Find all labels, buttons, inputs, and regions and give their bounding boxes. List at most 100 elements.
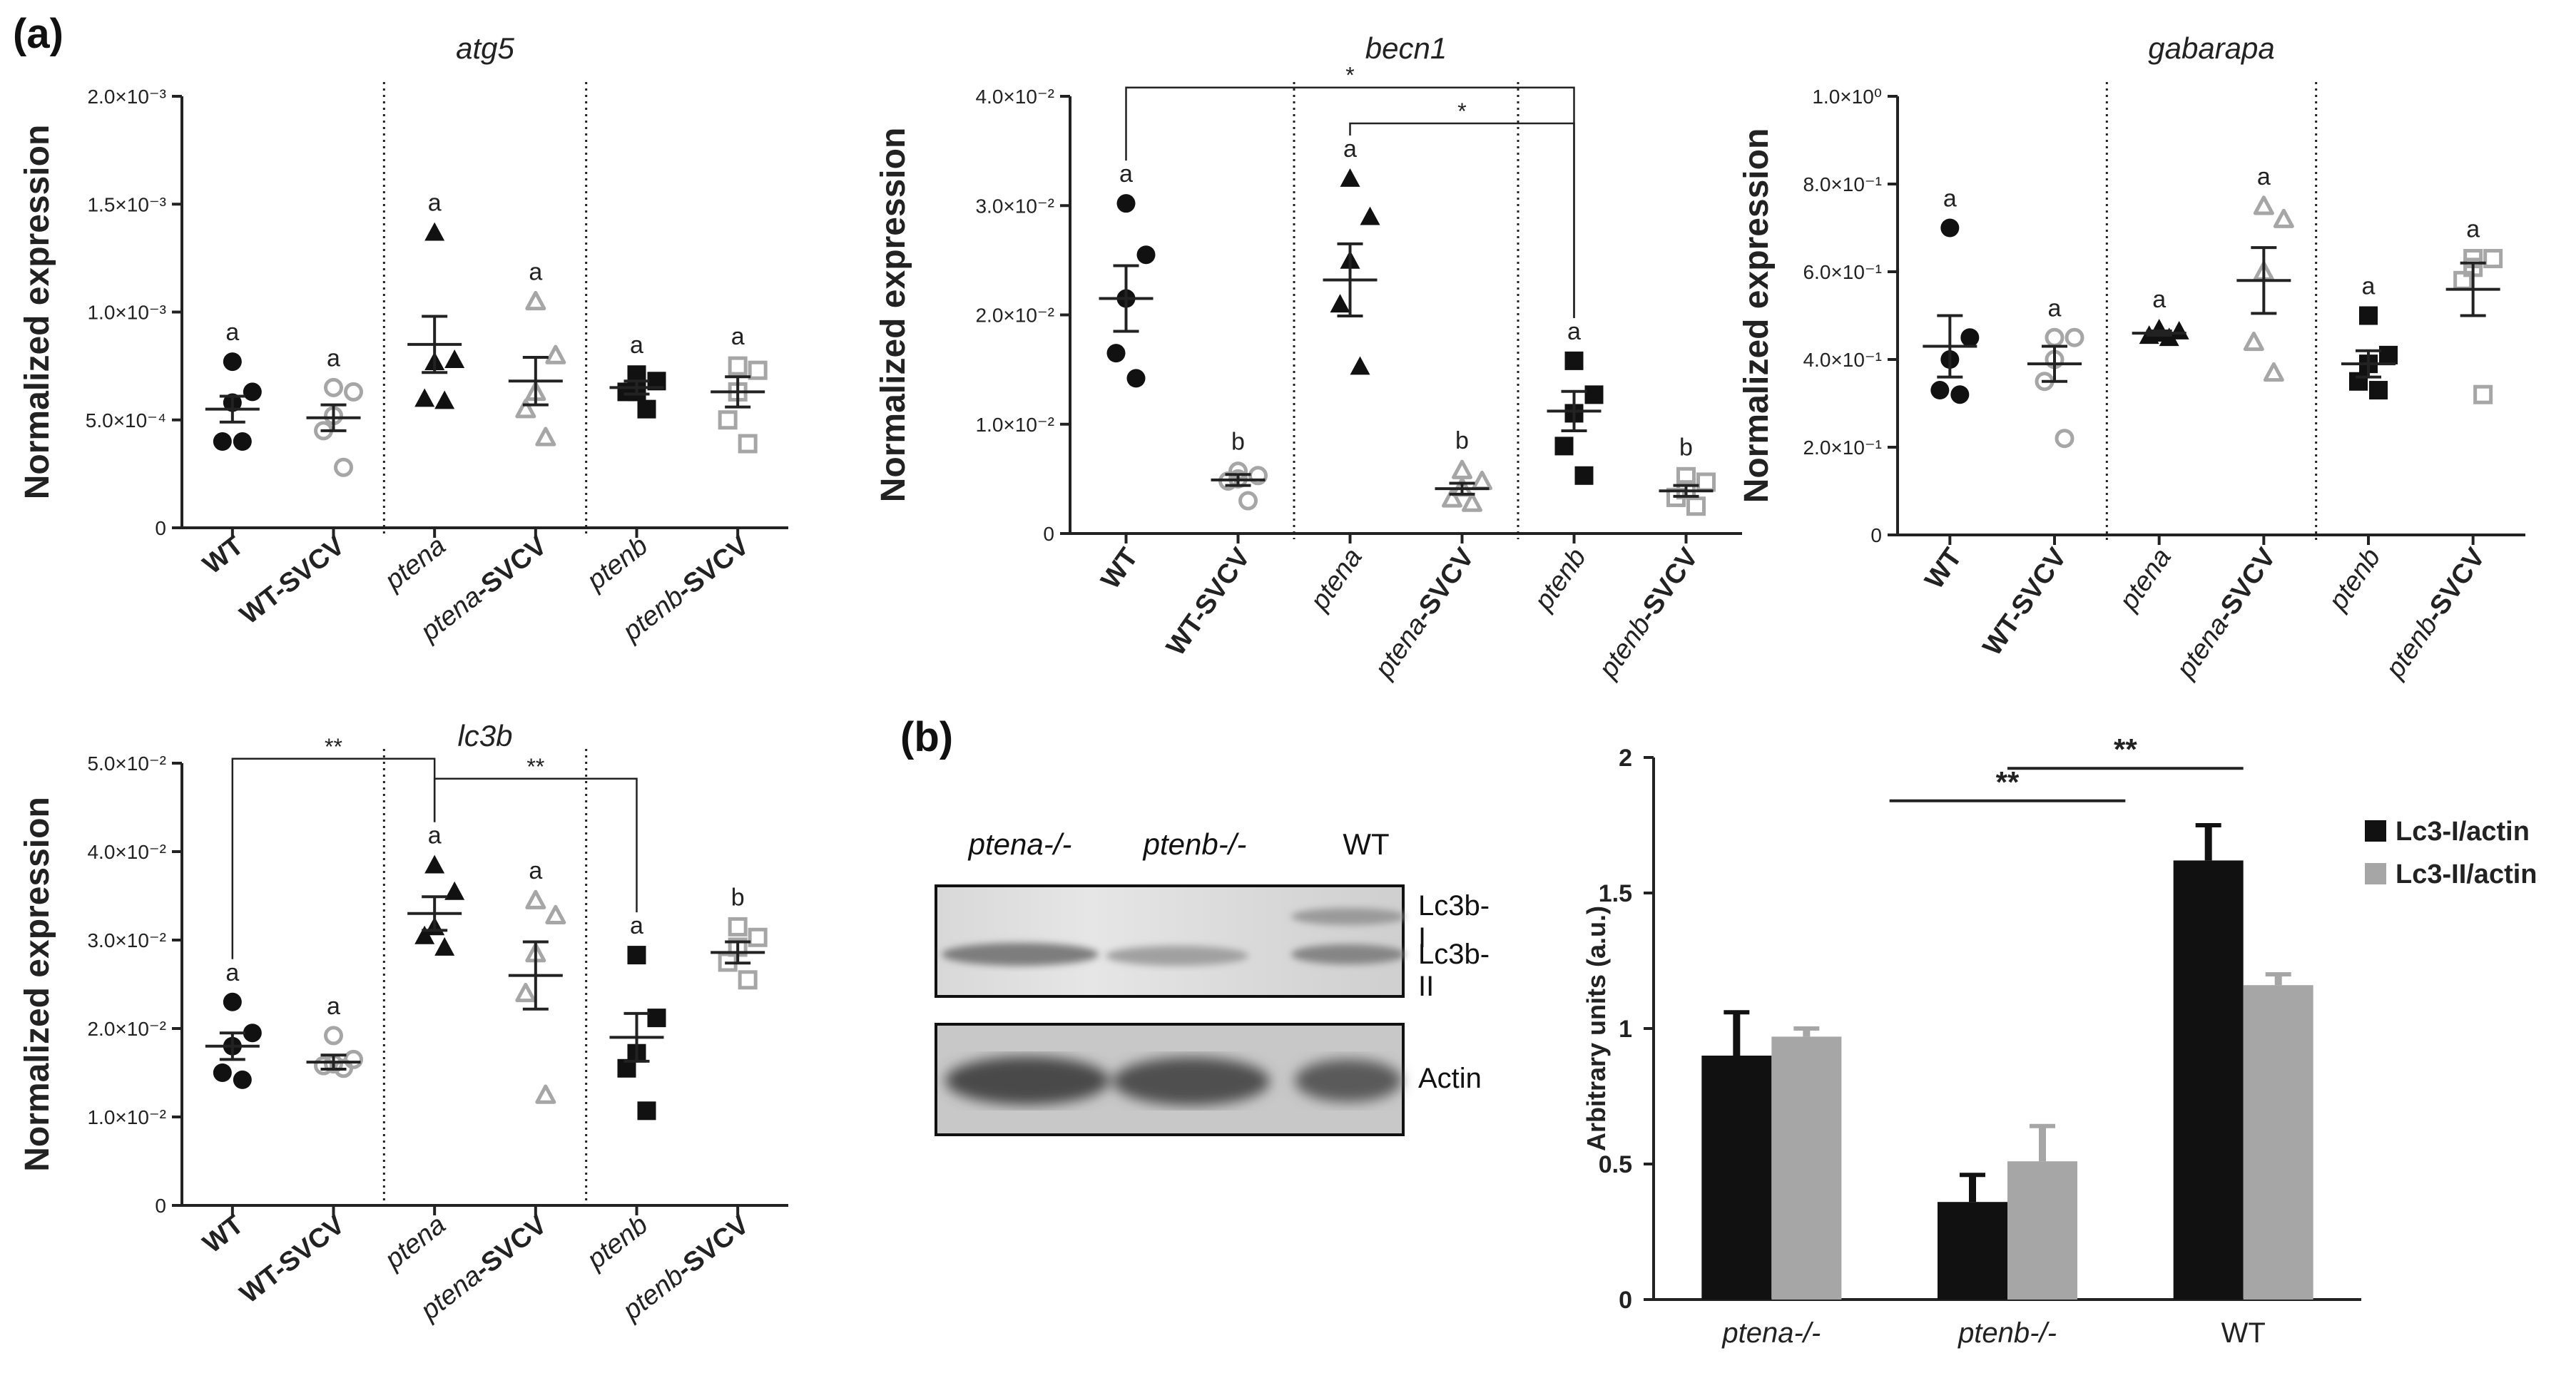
data-point [233, 432, 252, 451]
data-point [1360, 206, 1380, 225]
data-point [1940, 218, 1960, 238]
data-point [2045, 327, 2065, 347]
data-point [535, 427, 556, 446]
data-point [2273, 208, 2294, 228]
y-tick-label: 0 [1619, 1287, 1632, 1314]
y-tick-label: 1.5 [1599, 880, 1632, 907]
blot-label-lc3b-i: Lc3b-I [1418, 890, 1490, 954]
data-point [1126, 369, 1146, 388]
data-point [424, 222, 445, 241]
significance-letter: a [2362, 273, 2376, 300]
significance-letter: a [630, 332, 643, 359]
data-point [738, 434, 758, 454]
blot-column-ptenb: ptenb-/- [1143, 827, 1247, 861]
data-point [748, 927, 768, 947]
data-point [344, 382, 363, 402]
chart-lc3-actin-bars: Arbitrary units (a.u.) 0 0.5 1 1.5 2 ptena-/- p… [1582, 733, 2537, 1349]
data-point [213, 1063, 232, 1082]
panel-label-a: (a) [13, 11, 63, 57]
data-point [535, 1084, 556, 1104]
blot-label-actin: Actin [1418, 1063, 1482, 1094]
significance-letter: a [630, 912, 643, 939]
data-point [1950, 385, 1970, 404]
y-tick-label: 2.0×10⁻² [87, 1018, 166, 1040]
data-point [324, 1026, 343, 1046]
bracket-significance: * [1457, 98, 1466, 124]
data-point [414, 925, 435, 944]
data-point [334, 457, 353, 477]
data-point [1554, 437, 1574, 456]
y-axis-label: Normalized expression [875, 128, 912, 503]
significance-letter: a [1119, 160, 1133, 188]
y-tick-label: 3.0×10⁻² [87, 929, 166, 951]
x-category-label: ptenb-/- [1958, 1317, 2057, 1349]
chart-title: lc3b [457, 719, 512, 752]
y-tick-label: 0.5 [1599, 1151, 1632, 1178]
comparison-significance: ** [1996, 765, 2020, 799]
y-tick-label: 2.0×10⁻¹ [1803, 437, 1882, 459]
y-tick-label: 0 [1870, 524, 1882, 546]
x-category-label: ptena-/- [1721, 1317, 1821, 1349]
blot-column-ptena: ptena-/- [968, 827, 1072, 861]
y-tick-label: 3.0×10⁻² [975, 195, 1054, 217]
data-point [2159, 327, 2179, 347]
significance-letter: a [225, 319, 239, 346]
significance-letter: a [225, 959, 239, 986]
data-point [2379, 345, 2398, 364]
legend-swatch [2365, 863, 2386, 884]
data-point [738, 970, 758, 990]
significance-letter: a [529, 258, 542, 285]
band-ptena-actin [945, 1056, 1109, 1105]
y-axis-label: Normalized expression [19, 125, 56, 500]
data-point [2243, 331, 2264, 352]
significance-letter: a [529, 857, 542, 884]
x-tick-label: ptenb [1528, 543, 1592, 616]
blot-column-wt: WT [1343, 827, 1390, 861]
y-tick-label: 1 [1619, 1016, 1632, 1043]
data-point [314, 1056, 333, 1076]
data-point [1472, 470, 1492, 491]
y-tick-label: 5.0×10⁻⁴ [86, 409, 166, 432]
x-tick-label: ptena [2114, 543, 2178, 616]
data-point [1574, 466, 1594, 485]
y-tick-label: 0 [155, 1195, 166, 1217]
data-point [545, 344, 566, 364]
significance-letter: a [327, 344, 340, 372]
significance-letter: a [2048, 295, 2062, 322]
data-point [2359, 306, 2378, 325]
band-wt-lc3b-i [1291, 908, 1405, 925]
chart-atg5: atg5 Normalized expression 0 5.0×10⁻⁴ 1.0×10… [19, 31, 788, 648]
y-tick-label: 4.0×10⁻² [87, 841, 166, 863]
data-point [2055, 429, 2074, 449]
comparison-bracket [1349, 122, 1575, 318]
y-axis-label: Normalized expression [19, 797, 56, 1172]
x-tick-label: WT-SVCV [235, 1210, 351, 1310]
data-point [233, 1070, 252, 1089]
data-point [1340, 168, 1360, 187]
data-point [525, 290, 546, 311]
data-point [2349, 372, 2368, 391]
legend-label: Lc3-II/actin [2396, 859, 2537, 889]
data-point [1238, 491, 1258, 511]
data-point [434, 936, 455, 956]
x-tick-label: ptena-SVCV [1369, 543, 1481, 684]
y-tick-label: 0 [155, 517, 166, 539]
comparison-significance: ** [2114, 733, 2137, 766]
x-tick-label: WT [198, 1210, 249, 1259]
bar-Lc3-I/actin [1938, 1202, 2007, 1300]
x-tick-label: ptenb [581, 1210, 653, 1275]
significance-letter: b [731, 884, 745, 911]
significance-letter: a [327, 993, 340, 1020]
band-ptena-lc3b-ii [942, 943, 1099, 966]
data-point [1960, 328, 1980, 347]
x-tick-label: ptena-SVCV [2171, 543, 2283, 684]
chart-becn1: becn1 Normalized expression 0 1.0×10⁻² 2.0×1… [875, 31, 1742, 684]
chart-title: gabarapa [2148, 31, 2275, 65]
data-point [424, 854, 445, 874]
data-point [434, 390, 455, 409]
x-tick-label: WT-SVCV [1161, 543, 1256, 661]
x-tick-label: ptena [379, 531, 452, 596]
x-tick-label: WT [1919, 543, 1967, 594]
bracket-significance: * [1345, 63, 1354, 88]
